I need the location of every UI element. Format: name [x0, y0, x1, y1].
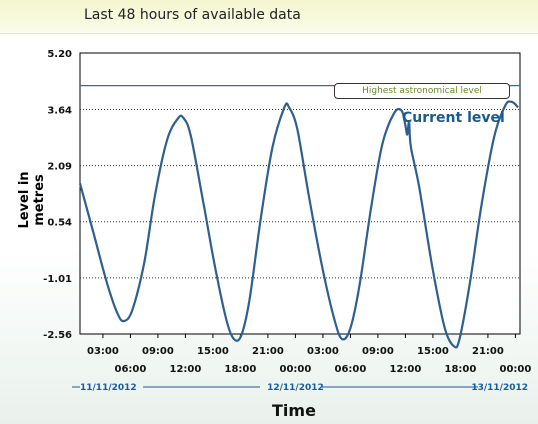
x-tick-label-lower: 06:00 — [114, 364, 146, 375]
x-tick-label-lower: 18:00 — [224, 364, 256, 375]
y-tick-label: 5.20 — [47, 49, 72, 60]
date-label: 11/11/2012 — [80, 383, 137, 393]
x-tick-label-lower: 00:00 — [499, 364, 531, 375]
tide-level-series-line — [78, 100, 519, 349]
x-tick-label-upper: 09:00 — [362, 346, 394, 357]
y-tick-label: 0.54 — [47, 218, 72, 229]
x-tick-label-upper: 15:00 — [197, 346, 229, 357]
y-tick-label: 3.64 — [47, 105, 72, 116]
y-tick-label: -1.01 — [43, 274, 72, 285]
x-tick-label-lower: 00:00 — [279, 364, 311, 375]
y-tick-label: -2.56 — [43, 330, 72, 341]
date-label: 13/11/2012 — [471, 383, 528, 393]
plot-area — [79, 52, 521, 335]
header-title: Last 48 hours of available data — [84, 7, 301, 23]
date-label: 12/11/2012 — [267, 383, 324, 393]
y-tick-label: 2.09 — [47, 162, 72, 173]
x-tick-label-upper: 21:00 — [472, 346, 504, 357]
chart-header: Last 48 hours of available data — [0, 0, 538, 34]
x-tick-label-upper: 03:00 — [307, 346, 339, 357]
x-tick-label-upper: 15:00 — [417, 346, 449, 357]
x-tick-label-upper: 03:00 — [87, 346, 119, 357]
x-tick-label-lower: 12:00 — [389, 364, 421, 375]
x-tick-label-lower: 12:00 — [169, 364, 201, 375]
x-tick-label-lower: 06:00 — [334, 364, 366, 375]
x-axis-label: Time — [272, 401, 316, 420]
x-tick-label-upper: 09:00 — [142, 346, 174, 357]
x-tick-label-lower: 18:00 — [444, 364, 476, 375]
x-tick-label-upper: 21:00 — [252, 346, 284, 357]
current-level-label: Current level — [402, 110, 505, 126]
highest-astronomical-level-label: Highest astronomical level — [334, 83, 510, 99]
